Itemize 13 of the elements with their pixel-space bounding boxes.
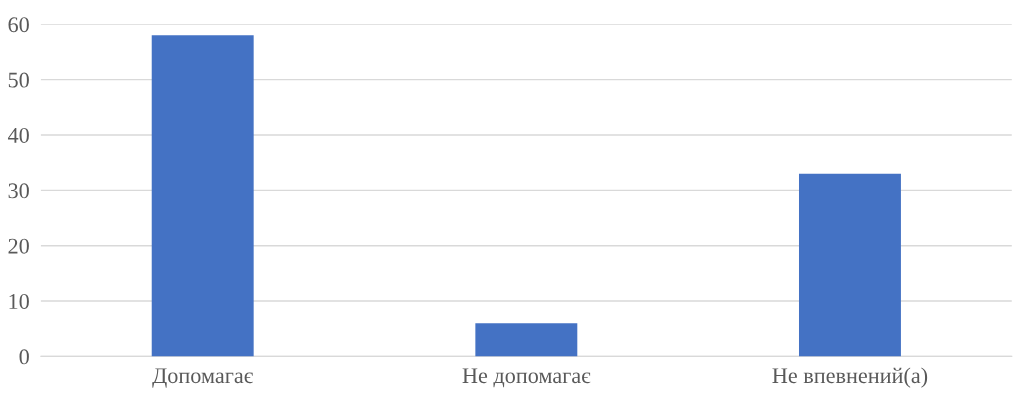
y-tick-label: 0 bbox=[19, 349, 29, 365]
x-tick-label: Не допомагає bbox=[462, 368, 591, 388]
y-tick-label: 50 bbox=[8, 72, 29, 88]
bar bbox=[475, 323, 578, 357]
y-tick-label: 60 bbox=[8, 17, 29, 33]
x-tick-label: Не впевнений(а) bbox=[772, 367, 928, 388]
y-tick-label: 10 bbox=[9, 293, 29, 309]
y-tick-label: 20 bbox=[8, 238, 29, 254]
x-tick-label: Допомагає bbox=[152, 368, 253, 388]
y-tick-label: 30 bbox=[8, 183, 29, 199]
bar bbox=[151, 35, 254, 357]
y-tick-label: 40 bbox=[7, 127, 29, 143]
bar bbox=[798, 173, 901, 357]
